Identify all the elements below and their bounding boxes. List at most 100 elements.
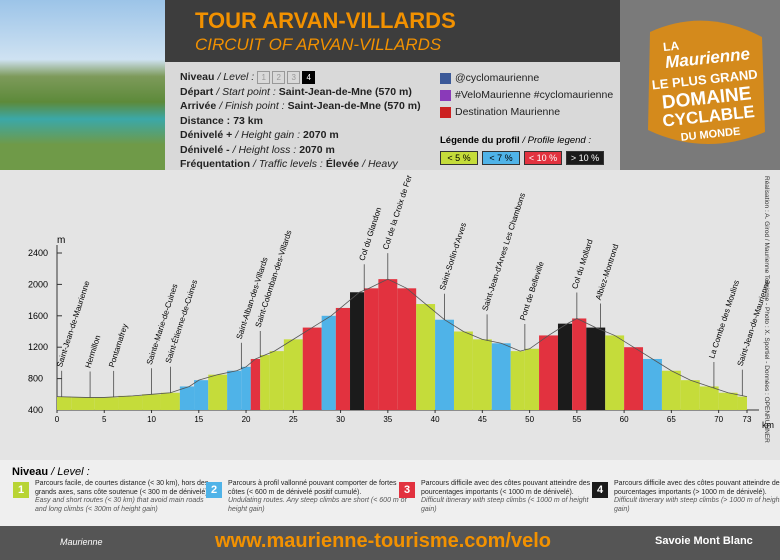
profile-segment bbox=[699, 386, 719, 410]
legend-title: Légende du profil / Profile legend : bbox=[440, 135, 591, 146]
profile-segment bbox=[241, 366, 251, 410]
badge-text: LA bbox=[662, 39, 680, 55]
social-row: Destination Maurienne bbox=[440, 104, 613, 121]
profile-segment bbox=[302, 327, 322, 410]
profile-segment bbox=[510, 351, 525, 410]
profile-segment bbox=[118, 395, 143, 410]
profile-segment bbox=[453, 331, 473, 410]
level-number: 3 bbox=[399, 482, 415, 498]
profile-segment bbox=[539, 335, 558, 410]
x-tick-label: 20 bbox=[242, 415, 251, 424]
profile-segment bbox=[208, 374, 228, 410]
row-value: 2070 m bbox=[299, 143, 335, 156]
profile-line bbox=[56, 278, 748, 398]
row-value: 73 km bbox=[233, 114, 263, 127]
badge-shape bbox=[648, 20, 765, 145]
info-row: Arrivée / Finish point : Saint-Jean-de-Mne… bbox=[180, 99, 430, 114]
y-tick-label: 1600 bbox=[28, 311, 48, 321]
profile-segment bbox=[624, 347, 644, 410]
levels-title-en: / Level : bbox=[51, 466, 90, 478]
level-item: 3 Parcours difficile avec des côtes pouva… bbox=[399, 480, 601, 514]
profile-segment bbox=[94, 397, 119, 410]
level-item: 1 Parcours facile, de courtes distance (<… bbox=[13, 480, 215, 514]
social-text: #VeloMaurienne #cyclomaurienne bbox=[455, 89, 614, 101]
levels-title-fr: Niveau bbox=[12, 466, 49, 478]
row-label: Dénivelé + bbox=[180, 129, 233, 141]
y-tick-label: 1200 bbox=[28, 342, 48, 352]
y-tick-label: 2400 bbox=[28, 248, 48, 258]
profile-segment bbox=[605, 335, 625, 410]
level-text: Parcours difficile avec des côtes pouvan… bbox=[421, 480, 591, 496]
chart: 400 800 1200 1600 2000 2400 m 0 5 10 15 20 25 30 35 40 4… bbox=[0, 170, 780, 460]
profile-segment bbox=[737, 396, 747, 410]
x-tick-label: 45 bbox=[478, 415, 487, 424]
legend: < 5 % < 7 % < 10 % > 10 % bbox=[440, 151, 604, 165]
profile-segment bbox=[378, 279, 398, 410]
y-axis-label: m bbox=[57, 235, 65, 246]
y-tick-label: 800 bbox=[28, 374, 43, 384]
profile-segment bbox=[57, 396, 72, 410]
profile-segment bbox=[260, 355, 270, 410]
logo-left: Maurienne bbox=[60, 537, 103, 547]
level-text-en: Difficult itinerary with steep climbs (>… bbox=[614, 497, 780, 513]
social-text: Destination Maurienne bbox=[455, 106, 561, 118]
level-item: 4 Parcours difficile avec des côtes pouva… bbox=[592, 480, 780, 514]
info-row: Distance :73 km bbox=[180, 114, 430, 129]
legend-item: < 10 % bbox=[524, 151, 562, 165]
x-tick-label: 5 bbox=[102, 415, 107, 424]
level-text-en: Difficult itinerary with steep climbs (<… bbox=[421, 497, 589, 513]
x-tick-label: 15 bbox=[194, 415, 203, 424]
x-tick-label: 10 bbox=[147, 415, 156, 424]
info-row: Départ / Start point : Saint-Jean-de-Mne (… bbox=[180, 85, 430, 100]
level-text: Parcours à profil vallonné pouvant compo… bbox=[228, 480, 397, 496]
profile-segment bbox=[179, 386, 195, 410]
row-label-en: / Finish point : bbox=[219, 100, 285, 112]
profile-segment bbox=[718, 392, 738, 410]
social-row: @cyclomaurienne bbox=[440, 70, 613, 87]
level-box: 2 bbox=[272, 70, 286, 84]
profile-segment bbox=[269, 351, 284, 410]
photo bbox=[0, 0, 165, 170]
row-value-en: / Heavy bbox=[362, 158, 398, 170]
legend-item: < 7 % bbox=[482, 151, 520, 165]
x-tick-label: 55 bbox=[572, 415, 581, 424]
row-label-en: / Traffic levels : bbox=[253, 158, 323, 170]
profile-segment bbox=[557, 323, 573, 410]
profile-segment bbox=[572, 318, 587, 410]
row-label-en: / Level : bbox=[217, 71, 255, 83]
profile-segment bbox=[586, 327, 606, 410]
footer bbox=[0, 526, 780, 560]
x-tick-label: 50 bbox=[525, 415, 534, 424]
profile-segment bbox=[661, 370, 681, 410]
row-value: Saint-Jean-de-Mne (570 m) bbox=[278, 85, 412, 98]
level-text: Parcours facile, de courtes distance (< … bbox=[35, 480, 210, 496]
profile-segment bbox=[250, 358, 261, 410]
y-tick-label: 2000 bbox=[28, 279, 48, 289]
level-box: 4 bbox=[302, 70, 316, 84]
profile-segment bbox=[227, 370, 242, 410]
legend-title-fr: Légende du profil bbox=[440, 135, 520, 146]
x-axis-label: km bbox=[762, 420, 774, 430]
profile-segment bbox=[194, 380, 209, 410]
row-label-en: / Start point : bbox=[216, 85, 276, 98]
profile-segment bbox=[524, 348, 540, 410]
row-label: Départ bbox=[180, 85, 214, 98]
profile-segment bbox=[321, 315, 336, 410]
level-number: 1 bbox=[13, 482, 29, 498]
x-tick-label: 65 bbox=[667, 415, 676, 424]
row-label: Dénivelé - bbox=[180, 143, 230, 156]
profile-segment bbox=[71, 397, 95, 410]
profile-segment bbox=[364, 288, 379, 410]
row-label-en: / Height gain : bbox=[235, 129, 301, 141]
profile-segment bbox=[283, 339, 303, 410]
level-box: 3 bbox=[287, 70, 301, 84]
x-tick-label: 30 bbox=[336, 415, 345, 424]
url[interactable]: www.maurienne-tourisme.com/velo bbox=[215, 530, 552, 552]
x-tick-label: 73 bbox=[743, 415, 752, 424]
social-row: #VeloMaurienne #cyclomaurienne bbox=[440, 87, 613, 104]
level-box: 1 bbox=[257, 70, 271, 84]
level-item: 2 Parcours à profil vallonné pouvant comp… bbox=[206, 480, 408, 514]
profile-segment bbox=[335, 307, 351, 410]
row-label: Arrivée bbox=[180, 100, 217, 112]
